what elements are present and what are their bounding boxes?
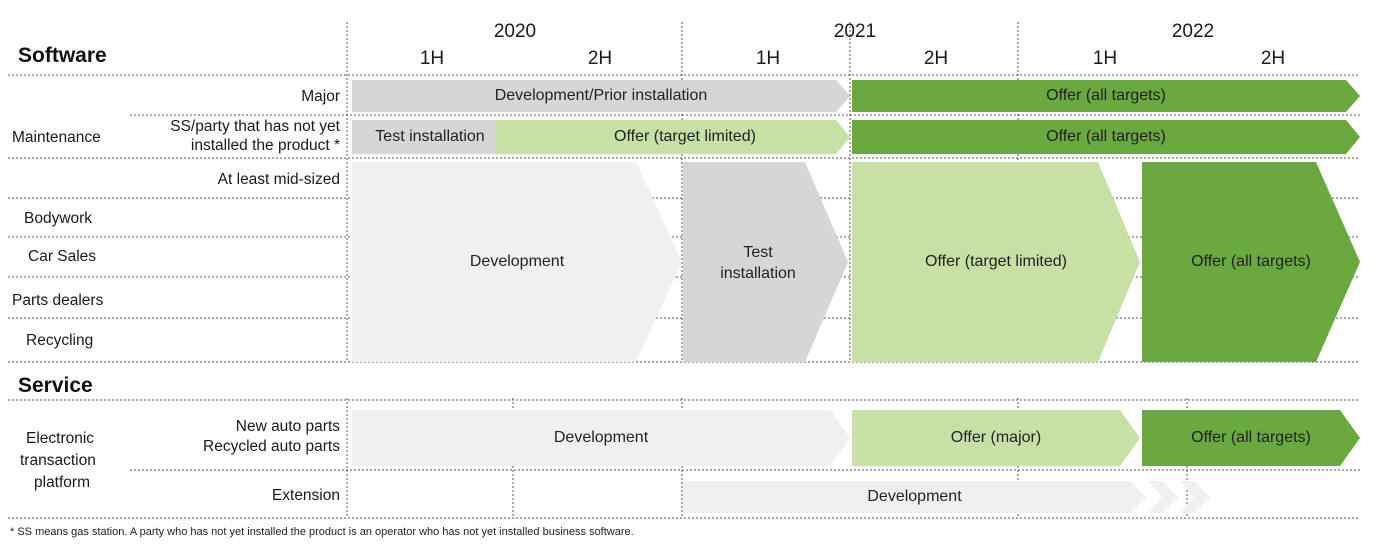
row-bodywork-label: Bodywork (24, 210, 93, 227)
row-major-label: Major (301, 88, 340, 105)
ext-chevron-1 (1148, 481, 1178, 513)
block-test-label-line1: Test (743, 243, 773, 261)
row-recycled-parts-label: Recycled auto parts (203, 438, 340, 455)
eparts-dev-label: Development (553, 428, 649, 446)
row-parts-dealers-label: Parts dealers (12, 292, 104, 309)
block-offer-all-label: Offer (all targets) (1191, 252, 1311, 270)
row-recycling-label: Recycling (26, 332, 94, 349)
ext-chevron-2 (1180, 481, 1210, 513)
row-extension-label: Extension (271, 487, 340, 504)
row-car-sales-label: Car Sales (28, 248, 97, 265)
ss-offer-all-bar (852, 120, 1360, 154)
block-offer-all-shape (1142, 162, 1360, 362)
platform-label-line1: Electronic (26, 430, 95, 447)
half-2021-2h: 2H (923, 48, 949, 69)
half-2020-1h: 1H (419, 48, 445, 69)
eparts-offer-major-bar (852, 410, 1140, 466)
section-software-title: Software (18, 44, 107, 67)
eparts-offer-major-label: Offer (major) (950, 428, 1042, 446)
ss-test-bar (352, 120, 520, 154)
section-service-title: Service (18, 374, 93, 397)
block-test-shape (683, 162, 848, 362)
year-2022: 2022 (1171, 21, 1215, 42)
block-dev-label: Development (469, 252, 565, 270)
eparts-dev-bar (352, 410, 850, 466)
row-new-parts-label: New auto parts (235, 418, 340, 435)
major-dev-label: Development/Prior installation (494, 86, 708, 104)
platform-label-line2: transaction (20, 452, 96, 469)
footnote: * SS means gas station. A party who has … (10, 526, 634, 538)
row-mid-sized-label: At least mid-sized (217, 171, 340, 188)
ext-dev-bar (683, 481, 1146, 513)
major-dev-bar (352, 80, 850, 112)
ss-test-label: Test installation (375, 127, 485, 145)
ss-offer-limited-label: Offer (target limited) (614, 127, 756, 145)
row-ss-label-line2: installed the product * (190, 137, 340, 154)
platform-label-line3: platform (34, 474, 90, 491)
half-2022-1h: 1H (1092, 48, 1118, 69)
ss-offer-limited-bar (496, 120, 850, 154)
row-ss-label-line1: SS/party that has not yet (170, 118, 340, 135)
half-2020-2h: 2H (587, 48, 613, 69)
block-offer-limited-shape (852, 162, 1140, 362)
eparts-offer-all-label: Offer (all targets) (1191, 428, 1311, 446)
year-2020: 2020 (493, 21, 537, 42)
block-dev-shape (352, 162, 682, 362)
block-offer-limited-label: Offer (target limited) (925, 252, 1067, 270)
major-offer-label: Offer (all targets) (1046, 86, 1166, 104)
block-test-label-line2: installation (720, 264, 796, 282)
maintenance-label: Maintenance (12, 129, 101, 146)
half-2022-2h: 2H (1260, 48, 1286, 69)
major-offer-bar (852, 80, 1360, 112)
half-2021-1h: 1H (755, 48, 781, 69)
eparts-offer-all-bar (1142, 410, 1360, 466)
year-2021: 2021 (833, 21, 877, 42)
ss-offer-all-label: Offer (all targets) (1046, 127, 1166, 145)
ext-dev-label: Development (867, 487, 962, 505)
